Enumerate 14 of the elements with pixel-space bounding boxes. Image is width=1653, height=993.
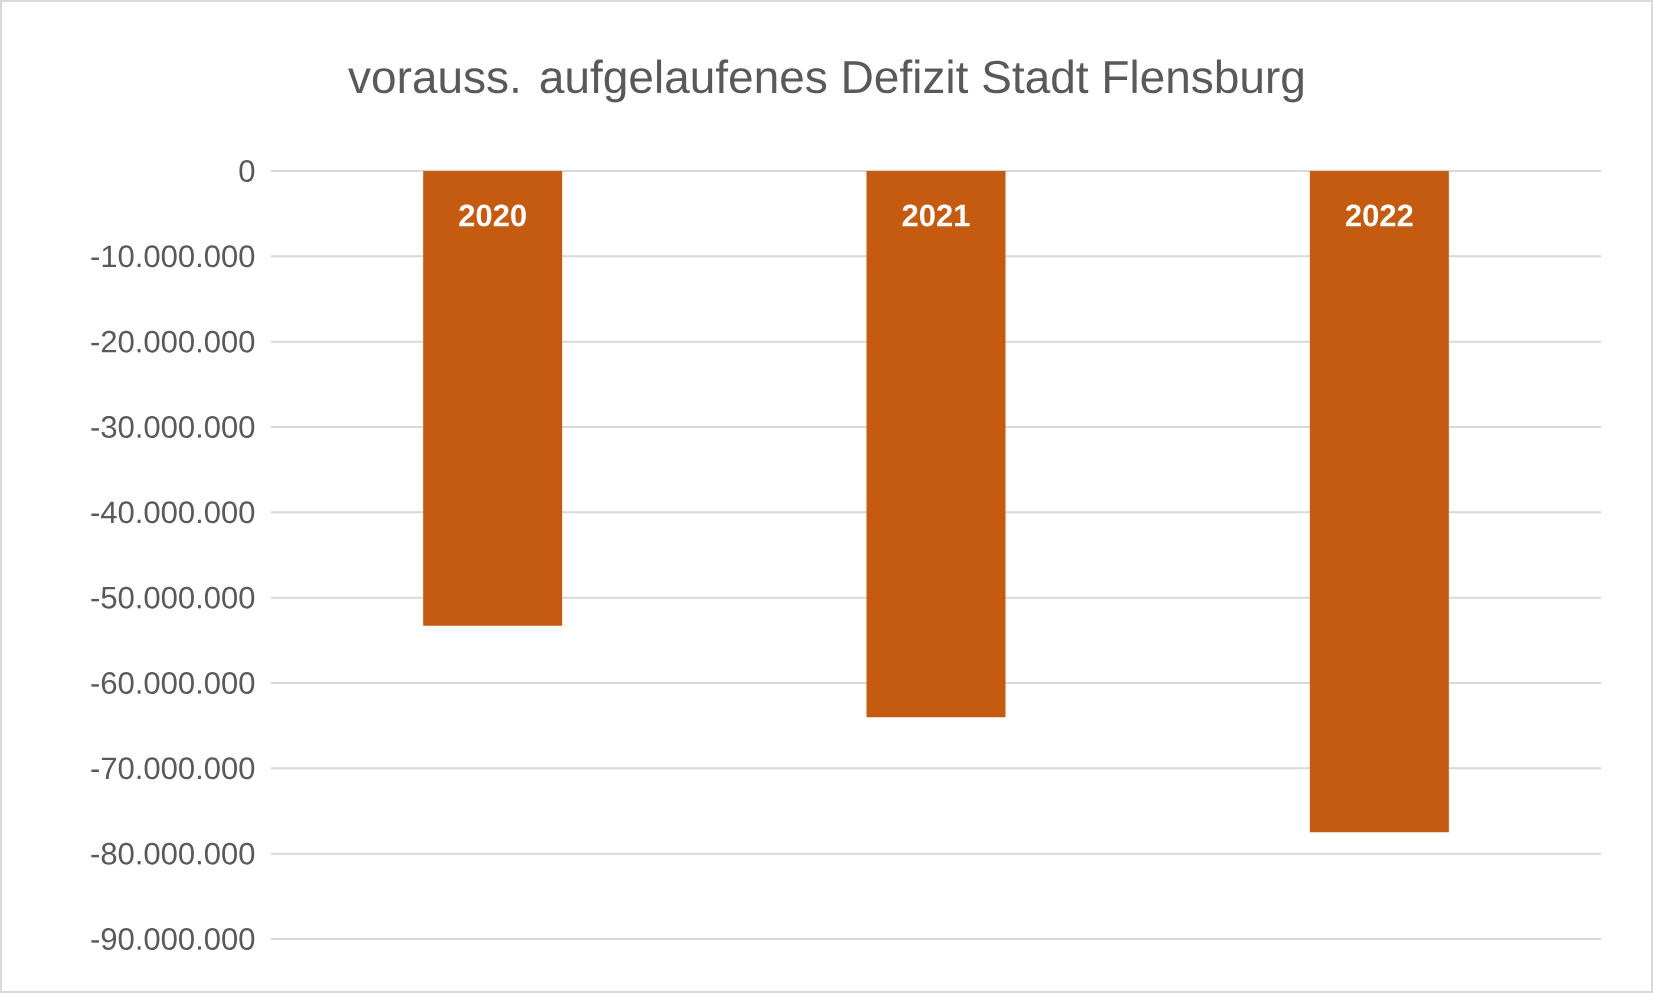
y-tick-label: -90.000.000	[91, 928, 255, 950]
y-tick-label: -80.000.000	[91, 842, 255, 865]
y-tick-label: -60.000.000	[91, 672, 255, 694]
y-tick-label: -10.000.000	[91, 245, 255, 268]
y-tick-label: -30.000.000	[91, 416, 255, 438]
chart-title: vorauss. aufgelaufenes Defizit Stadt Flensburg	[348, 59, 1303, 103]
y-tick-label: -50.000.000	[91, 586, 255, 609]
x-tick-label: 2021	[902, 204, 970, 227]
y-tick-label: -70.000.000	[91, 757, 255, 780]
x-tick-label: 2020	[459, 204, 526, 227]
y-tick-label: -20.000.000	[91, 330, 255, 353]
x-tick-label: 2022	[1345, 204, 1413, 227]
y-tick-label: 0	[239, 160, 255, 182]
y-tick-label: -40.000.000	[91, 501, 255, 524]
